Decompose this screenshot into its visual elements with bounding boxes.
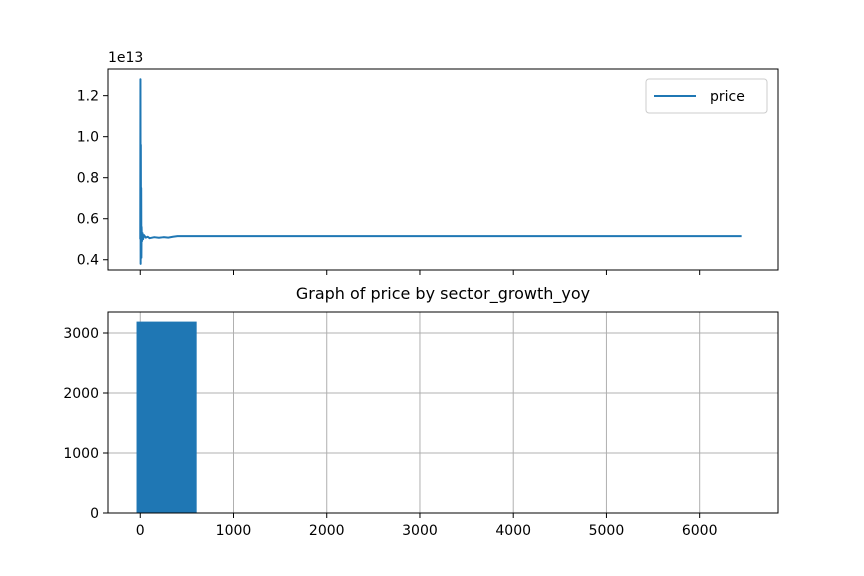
bottom-x-tick-label-1: 1000 xyxy=(216,523,252,539)
top-y-tick-label-2: 0.8 xyxy=(77,171,99,187)
legend-box xyxy=(645,78,768,114)
top-y-ticks: 0.4 0.6 0.8 1.0 1.2 xyxy=(77,89,108,269)
bottom-x-tick-label-2: 2000 xyxy=(309,523,345,539)
price-line-series xyxy=(139,78,742,265)
top-y-tick-label-3: 1.0 xyxy=(77,130,99,146)
bottom-x-tick-label-5: 5000 xyxy=(589,523,625,539)
histogram-bar-0 xyxy=(136,321,197,513)
bottom-x-tick-label-6: 6000 xyxy=(682,523,718,539)
bottom-axes-frame xyxy=(107,311,779,514)
bottom-x-tick-label-3: 3000 xyxy=(402,523,438,539)
bottom-chart-title: Graph of price by sector_growth_yoy xyxy=(296,284,590,304)
price-line-subplot: 0.4 0.6 0.8 1.0 1.2 1e13 price xyxy=(77,50,779,275)
top-x-ticks xyxy=(139,270,701,275)
bottom-x-ticks: 0 1000 2000 3000 4000 5000 6000 xyxy=(136,513,718,539)
y-offset-text: 1e13 xyxy=(108,50,143,66)
histogram-bars xyxy=(136,321,197,513)
bottom-y-tick-label-0: 0 xyxy=(90,506,99,522)
top-y-tick-label-1: 0.6 xyxy=(77,212,99,228)
top-y-tick-label-4: 1.2 xyxy=(77,89,99,105)
bottom-y-tick-label-3: 3000 xyxy=(63,326,99,342)
price-line xyxy=(139,78,742,265)
top-axes-frame xyxy=(107,68,779,271)
bottom-x-tick-label-4: 4000 xyxy=(495,523,531,539)
histogram-subplot: Graph of price by sector_growth_yoy 0 100… xyxy=(63,284,779,539)
bottom-y-tick-label-2: 2000 xyxy=(63,386,99,402)
bottom-y-tick-label-1: 1000 xyxy=(63,446,99,462)
bottom-x-tick-label-0: 0 xyxy=(136,523,145,539)
legend: price xyxy=(645,78,768,114)
bottom-y-ticks: 0 1000 2000 3000 xyxy=(63,326,108,522)
top-y-tick-label-0: 0.4 xyxy=(77,253,99,269)
legend-label-price: price xyxy=(710,89,745,105)
